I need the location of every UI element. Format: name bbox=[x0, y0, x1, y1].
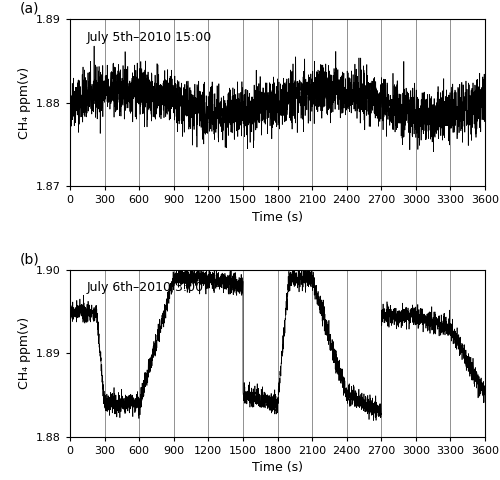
Y-axis label: CH₄ ppm(v): CH₄ ppm(v) bbox=[18, 67, 30, 139]
Text: (a): (a) bbox=[20, 2, 40, 16]
X-axis label: Time (s): Time (s) bbox=[252, 211, 303, 224]
Y-axis label: CH₄ ppm(v): CH₄ ppm(v) bbox=[18, 317, 30, 389]
Text: July 5th–2010 15:00: July 5th–2010 15:00 bbox=[86, 31, 212, 44]
Text: (b): (b) bbox=[20, 252, 40, 266]
Text: July 6th–2010 3:00: July 6th–2010 3:00 bbox=[86, 281, 204, 294]
X-axis label: Time (s): Time (s) bbox=[252, 461, 303, 474]
